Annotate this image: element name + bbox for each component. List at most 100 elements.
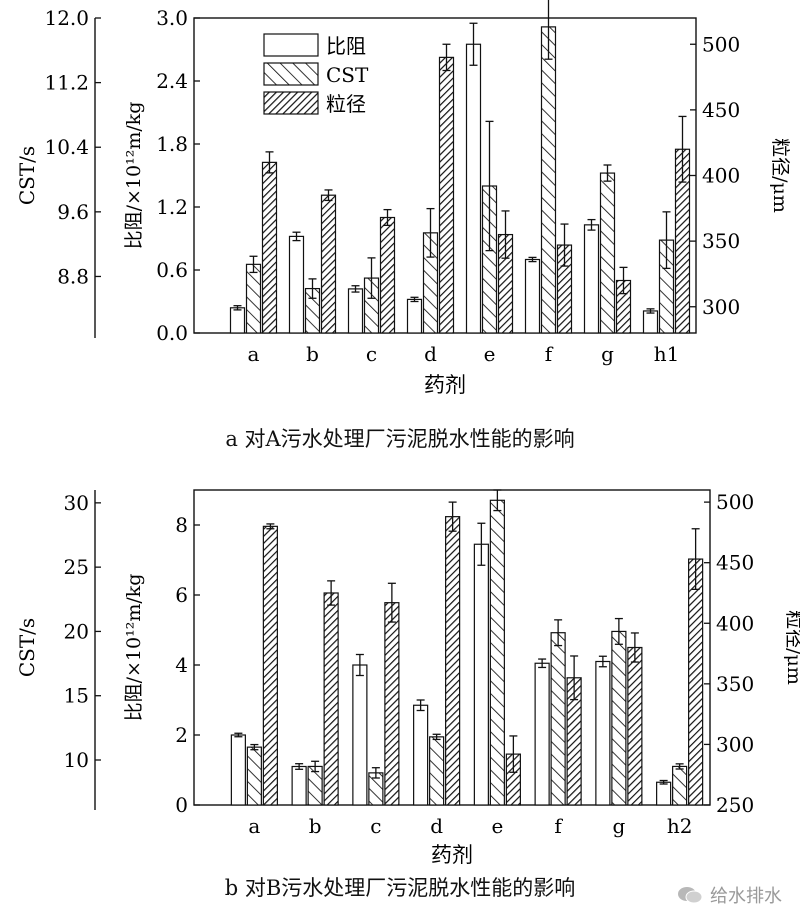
x-axis-tick-label: h1 <box>654 342 680 366</box>
legend: 比阻 CST 粒径 <box>263 33 369 116</box>
bar-back-hatch-g <box>599 172 616 334</box>
chart-panel-b: 10 15 20 25 30 CST/s 0 2 4 6 8 比阻/×10¹²m/kg 250 300 35… <box>15 489 800 867</box>
size-axis-tick-label: 500 <box>702 32 740 56</box>
x-axis-tick-label: d <box>424 342 437 366</box>
legend-swatch-back-hatch <box>263 62 319 86</box>
x-axis-tick-label: g <box>612 814 625 838</box>
legend-label: CST <box>326 63 369 87</box>
bar-open-g <box>583 224 600 334</box>
resistance-axis-tick-label: 8 <box>175 513 188 537</box>
bar-dense-hatch-h2 <box>688 558 704 806</box>
cst-axis-tick-label: 9.6 <box>57 200 89 224</box>
size-axis-tick-label: 300 <box>702 295 740 319</box>
bar-back-hatch-a <box>245 263 262 334</box>
bar-dense-hatch-a <box>261 161 278 334</box>
size-axis-tick-label: 500 <box>716 490 754 514</box>
bar-open-h1 <box>642 310 659 334</box>
x-axis-tick-label: e <box>484 342 496 366</box>
bar-open-d <box>406 298 423 334</box>
bar-dense-hatch-g <box>627 646 643 806</box>
resistance-axis-tick-label: 0.0 <box>156 321 188 345</box>
bar-dense-hatch-c <box>384 602 400 806</box>
cst-axis-tick-label: 30 <box>64 491 89 515</box>
cst-axis-label: CST/s <box>15 146 39 205</box>
watermark: 给水排水 <box>676 882 782 908</box>
bar-open-g <box>595 660 611 806</box>
x-axis-label: 药剂 <box>431 843 473 867</box>
bar-back-hatch-f <box>550 632 566 806</box>
cst-axis-tick-label: 25 <box>64 555 89 579</box>
x-axis-tick-label: f <box>545 342 554 366</box>
bar-open-b <box>291 765 307 806</box>
bar-open-f <box>524 258 541 334</box>
bar-open-a <box>230 734 246 806</box>
bar-dense-hatch-b <box>323 592 339 806</box>
bar-dense-hatch-a <box>262 525 278 806</box>
resistance-axis-tick-label: 2 <box>175 723 188 747</box>
size-axis-tick-label: 400 <box>702 164 740 188</box>
caption-b: b 对B污水处理厂污泥脱水性能的影响 <box>224 876 576 900</box>
bar-open-e <box>465 43 482 334</box>
cst-axis-tick-label: 15 <box>64 684 89 708</box>
resistance-axis-tick-label: 0 <box>175 793 188 817</box>
resistance-axis-tick-label: 1.2 <box>156 195 188 219</box>
size-axis-label: 粒径/μm <box>769 138 791 213</box>
bar-open-c <box>352 664 368 806</box>
x-axis-tick-label: d <box>430 814 443 838</box>
size-axis-tick-label: 350 <box>702 229 740 253</box>
bar-dense-hatch-c <box>379 216 396 334</box>
resistance-axis-tick-label: 0.6 <box>156 258 188 282</box>
x-axis-tick-label: b <box>309 814 322 838</box>
size-axis-tick-label: 400 <box>716 611 754 635</box>
x-axis-tick-label: b <box>306 342 319 366</box>
bar-dense-hatch-b <box>320 194 337 334</box>
bar-back-hatch-f <box>540 26 557 334</box>
bar-back-hatch-h2 <box>672 765 688 806</box>
resistance-axis-label: 比阻/×10¹²m/kg <box>123 102 145 250</box>
legend-label: 粒径 <box>326 92 366 116</box>
resistance-axis-label: 比阻/×10¹²m/kg <box>123 574 145 722</box>
cst-axis-tick-label: 12.0 <box>44 6 89 30</box>
wechat-icon <box>678 887 703 904</box>
x-axis-tick-label: g <box>601 342 614 366</box>
resistance-axis-tick-label: 6 <box>175 583 188 607</box>
cst-axis-tick-label: 10.4 <box>44 135 89 159</box>
x-axis-label: 药剂 <box>424 373 466 397</box>
cst-axis-label: CST/s <box>15 618 39 677</box>
watermark-text: 给水排水 <box>710 886 782 907</box>
resistance-axis-tick-label: 4 <box>175 653 188 677</box>
bar-open-d <box>413 704 429 806</box>
size-axis-tick-label: 300 <box>716 732 754 756</box>
x-axis-tick-label: e <box>491 814 503 838</box>
bar-back-hatch-a <box>246 746 262 806</box>
bar-open-e <box>473 543 489 806</box>
bar-back-hatch-e <box>489 499 505 806</box>
legend-swatch-open <box>263 33 319 57</box>
bar-open-b <box>288 235 305 334</box>
bar-dense-hatch-d <box>438 56 455 334</box>
cst-axis-tick-label: 10 <box>64 748 89 772</box>
cst-axis-tick-label: 8.8 <box>57 264 89 288</box>
size-axis-tick-label: 450 <box>716 551 754 575</box>
resistance-axis-tick-label: 2.4 <box>156 69 188 93</box>
size-axis-tick-label: 350 <box>716 672 754 696</box>
legend-label: 比阻 <box>326 34 366 58</box>
cst-axis-tick-label: 20 <box>64 619 89 643</box>
x-axis-tick-label: a <box>248 814 260 838</box>
size-axis-tick-label: 450 <box>702 98 740 122</box>
caption-a: a 对A污水处理厂污泥脱水性能的影响 <box>225 427 575 451</box>
bar-open-f <box>534 662 550 806</box>
bar-back-hatch-d <box>429 736 445 806</box>
bar-open-c <box>347 288 364 334</box>
x-axis-tick-label: c <box>366 342 377 366</box>
x-axis-tick-label: a <box>248 342 260 366</box>
cst-axis-tick-label: 11.2 <box>44 71 89 95</box>
bar-back-hatch-g <box>611 630 627 806</box>
resistance-axis-tick-label: 1.8 <box>156 132 188 156</box>
bar-open-h2 <box>656 781 672 806</box>
chart-panel-a: 8.8 9.6 10.4 11.2 12.0 CST/s 0.0 0.6 1.2 1.8 2.4 3.… <box>15 0 791 397</box>
x-axis-tick-label: h2 <box>667 814 693 838</box>
resistance-axis-tick-label: 3.0 <box>156 6 188 30</box>
bar-open-a <box>229 307 246 334</box>
